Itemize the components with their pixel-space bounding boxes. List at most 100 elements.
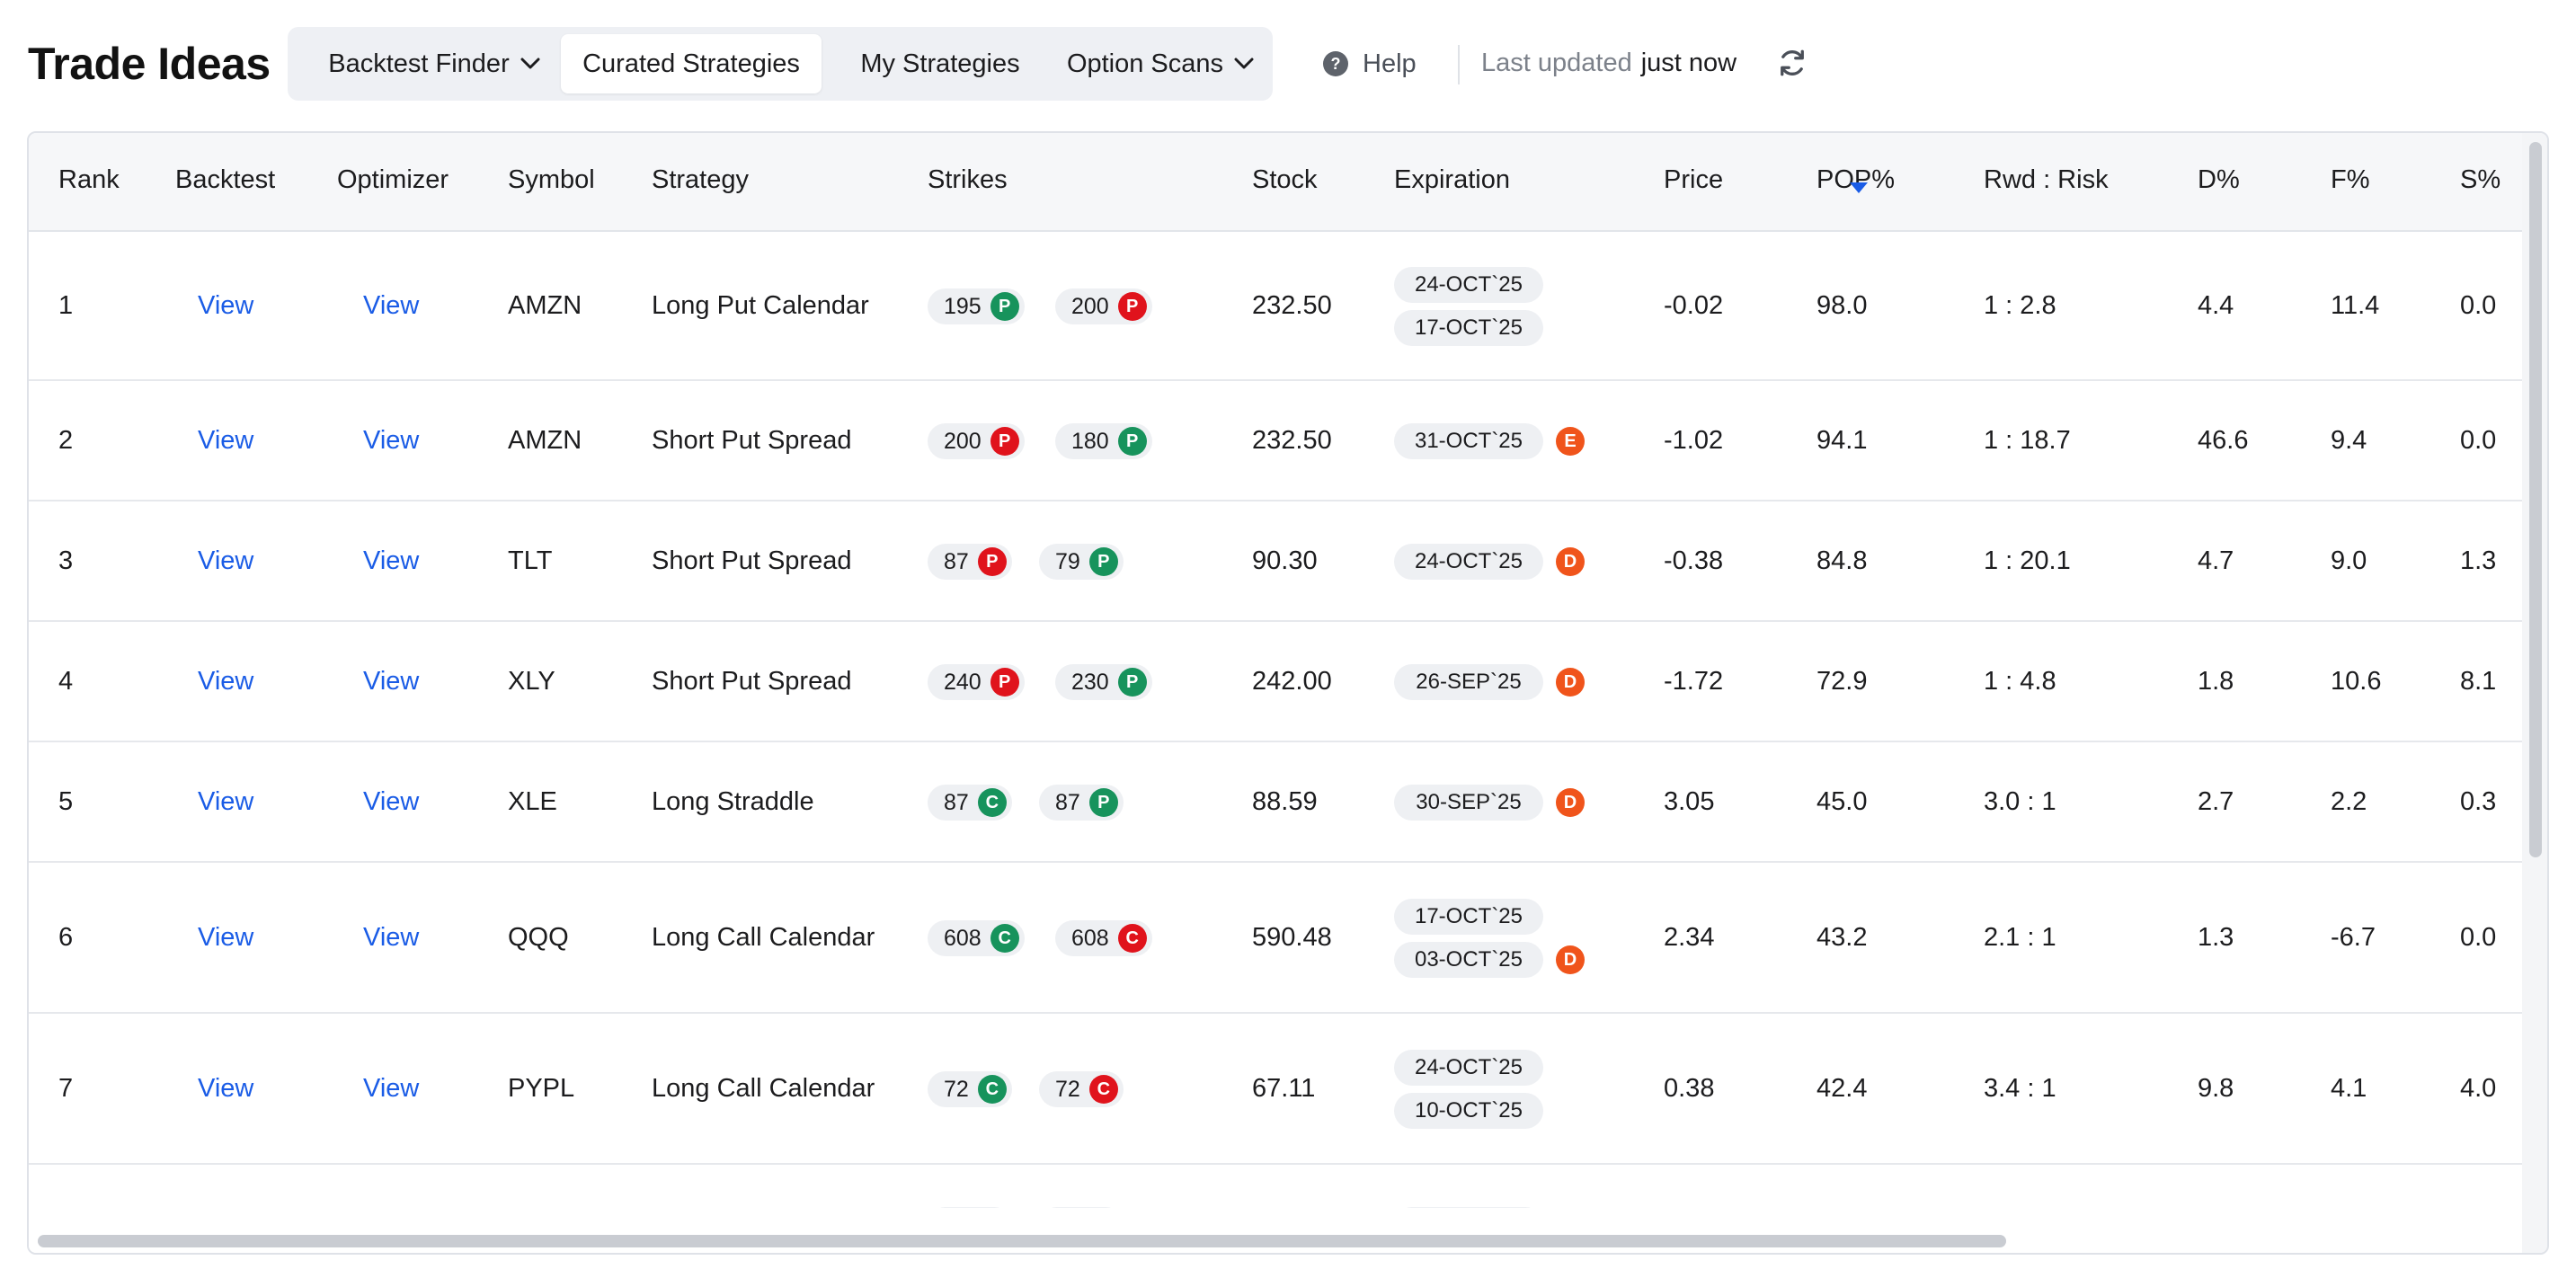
price-cell: -0.38: [1664, 546, 1724, 575]
strike-pill: 79 P: [1039, 544, 1124, 580]
d-pct-cell: 1.8: [2198, 667, 2234, 696]
table-header: Rank Backtest Optimizer Symbol Strategy …: [29, 133, 2522, 232]
column-header-rwd-risk[interactable]: Rwd : Risk: [1984, 165, 2109, 194]
column-header-s-pct[interactable]: S%: [2460, 165, 2501, 194]
strategy-cell: Long Call Calendar: [652, 923, 875, 952]
optimizer-view-link[interactable]: View: [363, 923, 420, 952]
put-badge: P: [990, 668, 1019, 697]
s-pct-cell: 0.3: [2460, 787, 2497, 816]
strike-value: 79: [1055, 548, 1080, 574]
table-row: 5 View View XLE Long Straddle 88.59 3.05 45.0 3.…: [29, 742, 2522, 863]
last-updated: Last updated just now: [1481, 49, 1737, 78]
rank-cell: 7: [58, 1074, 74, 1103]
strike-pill: 72 C: [1039, 1071, 1124, 1107]
f-pct-cell: 4.1: [2331, 1074, 2367, 1103]
d-pct-cell: 4.4: [2198, 291, 2234, 320]
tab-option-scans[interactable]: Option Scans: [1053, 34, 1267, 93]
column-header-strikes[interactable]: Strikes: [928, 165, 1008, 194]
s-pct-cell: 8.1: [2460, 667, 2497, 696]
refresh-icon[interactable]: [1776, 47, 1808, 79]
column-header-price[interactable]: Price: [1664, 165, 1724, 194]
strike-value: 180: [1071, 428, 1109, 454]
d-pct-cell: 46.6: [2198, 426, 2249, 455]
put-badge: P: [1088, 547, 1118, 576]
question-circle-icon: ?: [1323, 51, 1348, 76]
d-pct-cell: 4.7: [2198, 546, 2234, 575]
stock-price-cell: 90.30: [1252, 546, 1318, 575]
reward-risk-cell: 1 : 2.8: [1984, 291, 2056, 320]
stock-price-cell: 232.50: [1252, 426, 1332, 455]
tab-my-strategies[interactable]: My Strategies: [827, 34, 1053, 93]
table-row: 3 View View TLT Short Put Spread 90.30 -0.38 84…: [29, 501, 2522, 622]
optimizer-view-link[interactable]: View: [363, 291, 420, 320]
strike-pill: 200 P: [1055, 288, 1152, 324]
s-pct-cell: 0.0: [2460, 426, 2497, 455]
strike-value: 230: [1071, 669, 1109, 695]
optimizer-view-link[interactable]: View: [363, 1074, 420, 1103]
strike-pill: 87 C: [928, 785, 1012, 821]
reward-risk-cell: 1 : 4.8: [1984, 667, 2056, 696]
s-pct-cell: 0.0: [2460, 923, 2497, 952]
reward-risk-cell: 1 : 20.1: [1984, 546, 2071, 575]
column-header-rank[interactable]: Rank: [58, 165, 120, 194]
column-header-backtest[interactable]: Backtest: [175, 165, 276, 194]
column-header-strategy[interactable]: Strategy: [652, 165, 749, 194]
backtest-view-link[interactable]: View: [198, 923, 254, 952]
rank-cell: 6: [58, 923, 74, 952]
sort-descending-icon[interactable]: [1849, 182, 1869, 199]
strike-value: 200: [944, 428, 982, 454]
tab-label: Option Scans: [1066, 49, 1224, 78]
help-button[interactable]: ? Help: [1323, 47, 1417, 81]
tab-curated-strategies[interactable]: Curated Strategies: [561, 34, 822, 93]
column-header-symbol[interactable]: Symbol: [508, 165, 595, 194]
strike-pill: 230 P: [1055, 664, 1152, 700]
expiration-date: 17-OCT`25: [1394, 310, 1543, 346]
strike-value: 608: [944, 925, 982, 951]
strike-pill: 608 C: [928, 920, 1025, 956]
backtest-view-link[interactable]: View: [198, 426, 254, 455]
optimizer-view-link[interactable]: View: [363, 787, 420, 816]
column-header-stock[interactable]: Stock: [1252, 165, 1318, 194]
tab-label: Backtest Finder: [328, 49, 510, 78]
table-row: 7 View View PYPL Long Call Calendar 67.11 0.38…: [29, 1014, 2522, 1165]
price-cell: -0.02: [1664, 291, 1724, 320]
stock-price-cell: 232.50: [1252, 291, 1332, 320]
optimizer-view-link[interactable]: View: [363, 426, 420, 455]
symbol-cell: PYPL: [508, 1074, 575, 1103]
strike-pill: 180 P: [1055, 423, 1152, 459]
expiration-date: 10-OCT`25: [1394, 1093, 1543, 1129]
column-header-f-pct[interactable]: F%: [2331, 165, 2370, 194]
table-row: 2 View View AMZN Short Put Spread 232.50 -1.02…: [29, 381, 2522, 501]
backtest-view-link[interactable]: View: [198, 291, 254, 320]
price-cell: 3.05: [1664, 787, 1715, 816]
pop-cell: 84.8: [1817, 546, 1868, 575]
strike-value: 200: [1071, 293, 1109, 319]
backtest-view-link[interactable]: View: [198, 546, 254, 575]
column-header-optimizer[interactable]: Optimizer: [337, 165, 449, 194]
divider: [1458, 45, 1460, 84]
strike-value: 87: [944, 789, 969, 815]
backtest-view-link[interactable]: View: [198, 667, 254, 696]
pop-cell: 42.4: [1817, 1074, 1868, 1103]
backtest-view-link[interactable]: View: [198, 787, 254, 816]
optimizer-view-link[interactable]: View: [363, 667, 420, 696]
column-header-expiration[interactable]: Expiration: [1394, 165, 1510, 194]
s-pct-cell: 0.0: [2460, 291, 2497, 320]
pop-cell: 98.0: [1817, 291, 1868, 320]
table-row: 1 View View AMZN Long Put Calendar 232.50 -0.0…: [29, 232, 2522, 381]
vertical-scrollbar-thumb[interactable]: [2529, 142, 2542, 857]
horizontal-scrollbar-thumb[interactable]: [38, 1235, 2006, 1247]
page-header: Trade Ideas Backtest Finder Curated Stra…: [0, 0, 2576, 126]
f-pct-cell: 10.6: [2331, 667, 2382, 696]
put-badge: P: [1117, 427, 1147, 456]
tab-backtest-finder[interactable]: Backtest Finder: [295, 34, 573, 93]
pop-cell: 72.9: [1817, 667, 1868, 696]
strike-value: 240: [944, 669, 982, 695]
help-label: Help: [1363, 49, 1417, 78]
column-header-d-pct[interactable]: D%: [2198, 165, 2240, 194]
strike-pill: 72 C: [928, 1071, 1012, 1107]
backtest-view-link[interactable]: View: [198, 1074, 254, 1103]
optimizer-view-link[interactable]: View: [363, 546, 420, 575]
f-pct-cell: 9.4: [2331, 426, 2367, 455]
stock-price-cell: 590.48: [1252, 923, 1332, 952]
